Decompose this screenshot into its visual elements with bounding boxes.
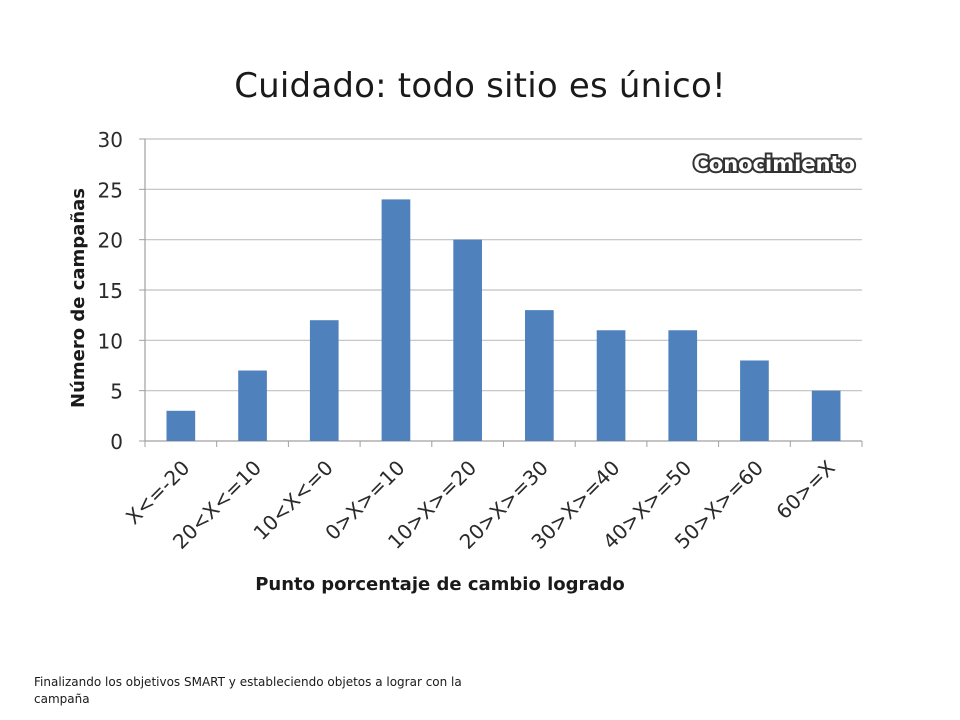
bar-5 (453, 239, 482, 441)
y-tick-label: 10 (98, 329, 123, 353)
footer-text: Finalizando los objetivos SMART y establ… (34, 675, 462, 706)
slide-title: Cuidado: todo sitio es único! (234, 66, 726, 106)
y-axis-label: Número de campañas (68, 188, 89, 408)
y-tick-label: 0 (110, 430, 123, 454)
bar-7 (596, 330, 626, 441)
chart-title: Conocimiento (693, 152, 855, 176)
bar-3 (309, 320, 339, 441)
x-tick-labels: X<=-2020<X<=1010<X<=00>X>=1010>X>=2020>X… (121, 455, 840, 553)
bar-10 (811, 390, 841, 441)
bar-8 (668, 330, 698, 441)
y-tick-label: 5 (110, 380, 123, 404)
y-tick-label: 15 (98, 279, 123, 303)
x-tick-label: 60>=X (771, 455, 840, 524)
y-tick-label: 25 (98, 178, 123, 202)
bar-4 (381, 199, 411, 441)
bars (166, 199, 841, 441)
bar-1 (166, 410, 196, 441)
x-tick-label: X<=-20 (121, 456, 194, 529)
bar-9 (740, 360, 769, 441)
bar-6 (525, 310, 554, 441)
y-tick-label: 30 (98, 128, 123, 152)
gridlines (145, 138, 862, 392)
x-axis-label: Punto porcentaje de cambio logrado (255, 574, 625, 595)
bar-2 (238, 370, 267, 441)
y-tick-label: 20 (98, 229, 123, 253)
y-tick-labels: 0 5 10 15 20 25 30 (98, 128, 123, 454)
